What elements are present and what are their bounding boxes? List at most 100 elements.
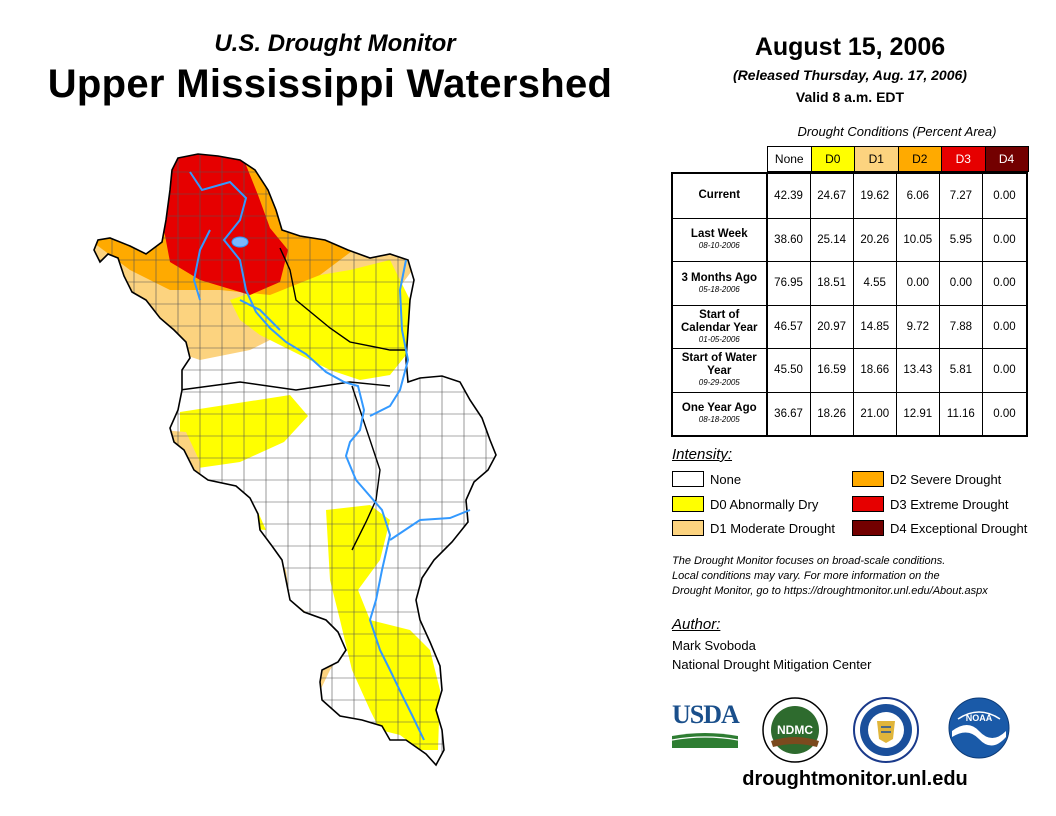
column-header-none: None xyxy=(767,146,812,172)
watershed-outline xyxy=(93,153,497,767)
table-cell: 19.62 xyxy=(854,174,897,218)
table-cell: 20.97 xyxy=(811,305,854,348)
row-label-text: Last Week xyxy=(690,228,748,241)
legend-swatch xyxy=(672,471,704,487)
ndmc-logo: NDMC xyxy=(762,697,828,763)
row-label: Start of Calendar Year 01-05-2006 xyxy=(673,305,768,348)
row-label-text: 3 Months Ago xyxy=(681,271,758,284)
table-cell: 18.51 xyxy=(811,262,854,305)
column-header-d3: D3 xyxy=(941,146,986,172)
table-cell: 10.05 xyxy=(897,218,940,261)
column-header-d0: D0 xyxy=(810,146,855,172)
table-cell: 0.00 xyxy=(940,262,983,305)
legend-swatch xyxy=(672,520,704,536)
table-cell: 0.00 xyxy=(993,189,1016,202)
table-cell: 25.14 xyxy=(811,218,854,261)
legend-label: D3 Extreme Drought xyxy=(890,496,1009,512)
row-date: 08-18-2005 xyxy=(698,415,740,425)
valid-time: Valid 8 a.m. EDT xyxy=(795,89,905,105)
zone-d0-east xyxy=(326,505,440,750)
row-label: Current xyxy=(673,174,768,218)
legend-item: None xyxy=(672,471,741,487)
tributary-river-3 xyxy=(389,509,471,541)
row-label-text: Start of Water Year xyxy=(681,352,757,378)
column-header-d1: D1 xyxy=(854,146,899,172)
row-date: 09-29-2005 xyxy=(698,378,740,388)
legend-label: D0 Abnormally Dry xyxy=(710,496,819,512)
table-cell: 18.26 xyxy=(811,392,854,435)
release-date: (Released Thursday, Aug. 17, 2006) xyxy=(733,67,967,83)
table-cell: 0.00 xyxy=(993,364,1016,377)
row-label-text: Start of Calendar Year xyxy=(681,308,758,334)
legend-swatch xyxy=(852,496,884,512)
zone-d3 xyxy=(160,154,288,295)
legend-item: D3 Extreme Drought xyxy=(852,496,1009,512)
note-line-1: The Drought Monitor focuses on broad-sca… xyxy=(672,555,946,567)
table-cell: 20.26 xyxy=(854,218,897,261)
row-label: Last Week 08-10-2006 xyxy=(673,218,768,261)
table-cell: 36.67 xyxy=(768,392,811,435)
table-cell: 14.85 xyxy=(854,305,897,348)
map-title: Upper Mississippi Watershed xyxy=(47,62,613,106)
mississippi-river xyxy=(189,171,425,741)
author-name: Mark Svoboda xyxy=(672,638,756,653)
website-link[interactable]: droughtmonitor.unl.edu xyxy=(742,768,968,790)
legend-label: D4 Exceptional Drought xyxy=(890,520,1028,536)
table-caption: Drought Conditions (Percent Area) xyxy=(797,124,997,139)
table-row: 3 Months Ago 05-18-2006 76.95 18.51 4.55 0.00… xyxy=(673,261,1026,305)
legend-item: D1 Moderate Drought xyxy=(672,520,835,536)
table-row: Start of Water Year 09-29-2005 45.50 16.59 1… xyxy=(673,348,1026,392)
table-cell: 13.43 xyxy=(897,349,940,392)
table-row: One Year Ago 08-18-2005 36.67 18.26 21.00 12.… xyxy=(673,391,1026,435)
lake xyxy=(231,236,249,248)
table-cell: 24.67 xyxy=(811,174,854,218)
table-cell: 18.66 xyxy=(854,349,897,392)
column-header-d2: D2 xyxy=(897,146,942,172)
usda-logo: USDA xyxy=(671,700,740,750)
tributary-river-4 xyxy=(239,299,281,331)
legend-label: D2 Severe Drought xyxy=(890,471,1002,487)
legend-item: D0 Abnormally Dry xyxy=(672,496,818,512)
legend-swatch xyxy=(852,520,884,536)
tributary-river-1 xyxy=(369,259,410,417)
table-row: Last Week 08-10-2006 38.60 25.14 20.26 10.05 5… xyxy=(673,217,1026,261)
table-cell: 12.91 xyxy=(897,392,940,435)
table-cell: 4.55 xyxy=(854,262,897,305)
table-cell: 6.06 xyxy=(897,174,940,218)
legend-item: D2 Severe Drought xyxy=(852,471,1001,487)
map-date: August 15, 2006 xyxy=(754,33,946,61)
column-header-d4: D4 xyxy=(984,146,1029,172)
table-cell: 0.00 xyxy=(993,233,1016,246)
row-date: 08-10-2006 xyxy=(698,241,740,251)
state-boundaries xyxy=(179,247,410,551)
row-date: 01-05-2006 xyxy=(698,334,740,344)
table-cell: 5.95 xyxy=(940,218,983,261)
drought-table: Current 42.39 24.67 19.62 6.06 7.27 0.00 Last W… xyxy=(671,172,1028,437)
author-heading: Author: xyxy=(672,616,721,633)
table-cell: 21.00 xyxy=(854,392,897,435)
table-row: Current 42.39 24.67 19.62 6.06 7.27 0.00 xyxy=(673,174,1026,218)
map-subtitle: U.S. Drought Monitor xyxy=(214,30,456,57)
table-cell: 0.00 xyxy=(897,262,940,305)
tributary-river-2 xyxy=(192,229,211,301)
rivers xyxy=(189,171,471,741)
table-cell: 16.59 xyxy=(811,349,854,392)
table-cell: 42.39 xyxy=(768,174,811,218)
ndmc-logo-text: NDMC xyxy=(777,723,813,737)
table-cell: 7.88 xyxy=(940,305,983,348)
noaa-logo: NOAA xyxy=(948,697,1010,759)
table-cell: 5.81 xyxy=(940,349,983,392)
disclaimer-note: The Drought Monitor focuses on broad-sca… xyxy=(672,554,1052,599)
row-label: One Year Ago 08-18-2005 xyxy=(673,392,768,435)
note-line-3: Drought Monitor, go to https://droughtmo… xyxy=(672,585,988,597)
table-cell: 11.16 xyxy=(940,392,983,435)
legend-label: D1 Moderate Drought xyxy=(710,520,836,536)
table-cell: 38.60 xyxy=(768,218,811,261)
table-cell: 45.50 xyxy=(768,349,811,392)
row-label-text: One Year Ago xyxy=(681,402,757,415)
table-cell: 46.57 xyxy=(768,305,811,348)
row-label-text: Current xyxy=(698,189,741,202)
legend-title: Intensity: xyxy=(672,446,733,463)
legend-swatch xyxy=(852,471,884,487)
row-label: Start of Water Year 09-29-2005 xyxy=(673,349,768,392)
